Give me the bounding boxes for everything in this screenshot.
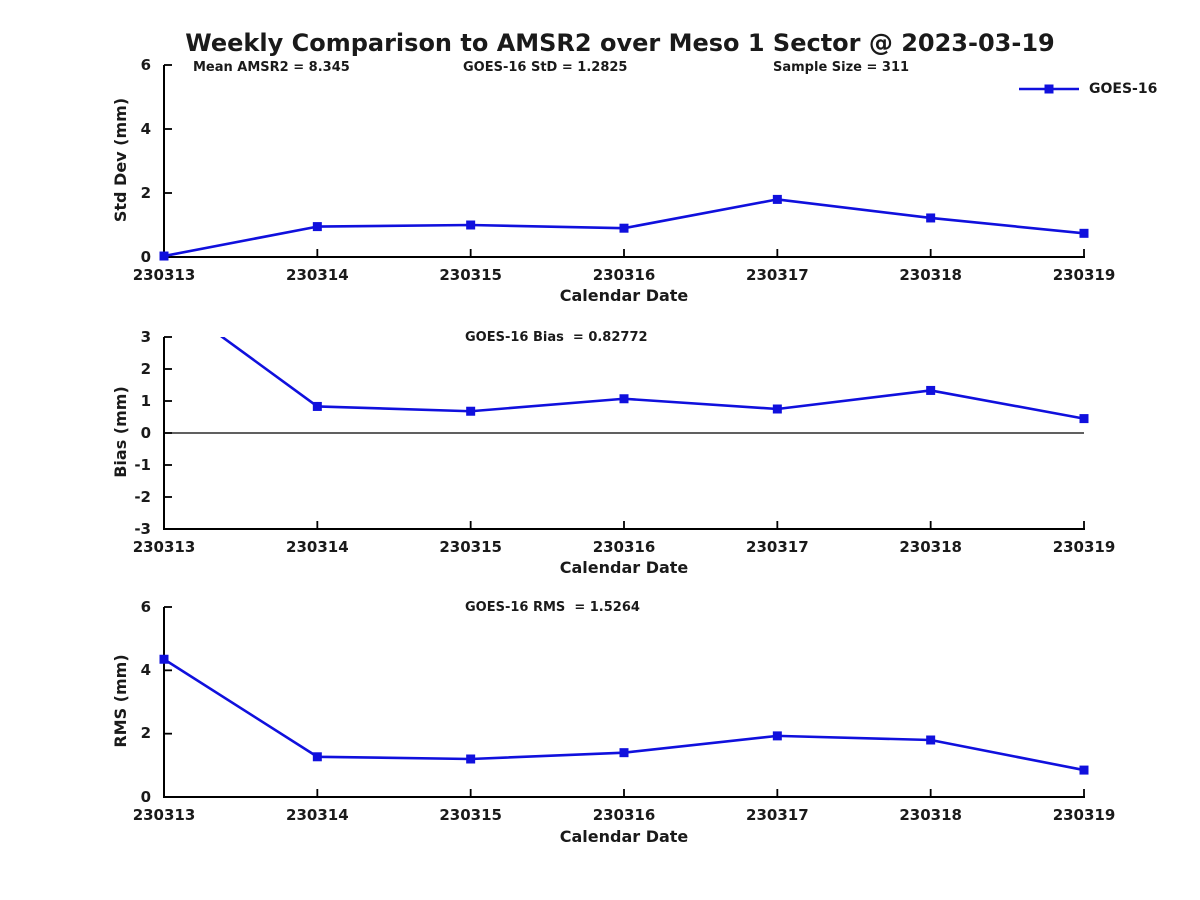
x-tick-label: 230318 xyxy=(899,806,962,824)
x-tick-label: 230319 xyxy=(1052,806,1116,824)
x-tick-label: 230318 xyxy=(899,266,962,284)
legend-line-sample xyxy=(1019,84,1079,94)
annotation-std-dev-2: Sample Size = 311 xyxy=(773,60,910,75)
data-point-marker xyxy=(1079,765,1089,775)
x-tick-label: 230317 xyxy=(746,266,809,284)
y-tick-label: 0 xyxy=(140,787,151,806)
data-point-marker xyxy=(159,251,169,261)
data-point-marker xyxy=(772,404,782,414)
data-point-marker xyxy=(619,748,629,758)
data-point-marker xyxy=(466,406,476,416)
legend-square-marker-icon xyxy=(1044,84,1054,94)
x-tick-label: 230317 xyxy=(746,538,809,556)
legend: GOES-16 xyxy=(1017,80,1157,98)
data-point-marker xyxy=(312,752,322,762)
legend-label: GOES-16 xyxy=(1089,80,1158,97)
y-tick-label: 0 xyxy=(140,247,151,266)
y-tick-label: 2 xyxy=(140,724,151,743)
x-tick-label: 230319 xyxy=(1052,266,1116,284)
x-tick-label: 230313 xyxy=(132,538,196,556)
subplot-bias xyxy=(163,336,1089,530)
data-point-marker xyxy=(1079,414,1089,424)
annotation-std-dev-0: Mean AMSR2 = 8.345 xyxy=(193,60,350,75)
data-point-marker xyxy=(772,194,782,204)
x-tick-label: 230314 xyxy=(286,266,349,284)
y-tick-label: -1 xyxy=(134,455,151,474)
axis-spines xyxy=(163,607,1085,798)
data-point-marker xyxy=(619,223,629,233)
x-tick-label: 230316 xyxy=(592,538,656,556)
x-tick-label: 230319 xyxy=(1052,538,1116,556)
x-axis-label-bottom: Calendar Date xyxy=(559,827,689,846)
x-tick-label: 230315 xyxy=(439,806,502,824)
data-point-marker xyxy=(926,385,936,395)
annotation-rms-0: GOES-16 RMS = 1.5264 xyxy=(465,600,640,615)
y-tick-label: 3 xyxy=(140,327,151,346)
x-tick-label: 230315 xyxy=(439,538,502,556)
y-tick-label: 0 xyxy=(140,423,151,442)
x-tick-label: 230316 xyxy=(592,806,656,824)
data-point-marker xyxy=(312,222,322,232)
data-point-marker xyxy=(466,754,476,764)
x-tick-label: 230314 xyxy=(286,538,349,556)
data-point-marker xyxy=(466,220,476,230)
x-tick-label: 230318 xyxy=(899,538,962,556)
annotation-bias-0: GOES-16 Bias = 0.82772 xyxy=(465,330,648,345)
subplot-std-dev xyxy=(159,64,1089,261)
data-point-marker xyxy=(926,735,936,745)
x-tick-label: 230315 xyxy=(439,266,502,284)
figure-title: Weekly Comparison to AMSR2 over Meso 1 S… xyxy=(185,29,1055,57)
y-tick-label: 2 xyxy=(140,183,151,202)
x-tick-label: 230317 xyxy=(746,806,809,824)
data-point-marker xyxy=(159,654,169,664)
data-point-marker xyxy=(312,401,322,411)
y-tick-label: 4 xyxy=(140,660,151,679)
y-tick-label: 6 xyxy=(140,55,151,74)
x-tick-label: 230314 xyxy=(286,806,349,824)
subplot-rms xyxy=(159,606,1089,798)
data-point-marker xyxy=(619,394,629,404)
x-tick-label: 230313 xyxy=(132,806,196,824)
y-tick-label: 4 xyxy=(140,119,151,138)
y-tick-label: 6 xyxy=(140,597,151,616)
x-axis-label-top: Calendar Date xyxy=(559,286,689,305)
data-point-marker xyxy=(926,213,936,223)
x-tick-label: 230316 xyxy=(592,266,656,284)
y-tick-label: 2 xyxy=(140,359,151,378)
annotation-std-dev-1: GOES-16 StD = 1.2825 xyxy=(463,60,628,75)
data-point-marker xyxy=(1079,228,1089,238)
y-tick-label: 1 xyxy=(140,391,151,410)
y-tick-label: -3 xyxy=(134,519,151,538)
x-tick-label: 230313 xyxy=(132,266,196,284)
y-tick-label: -2 xyxy=(134,487,151,506)
data-point-marker xyxy=(772,731,782,741)
x-axis-label-middle: Calendar Date xyxy=(559,558,689,577)
